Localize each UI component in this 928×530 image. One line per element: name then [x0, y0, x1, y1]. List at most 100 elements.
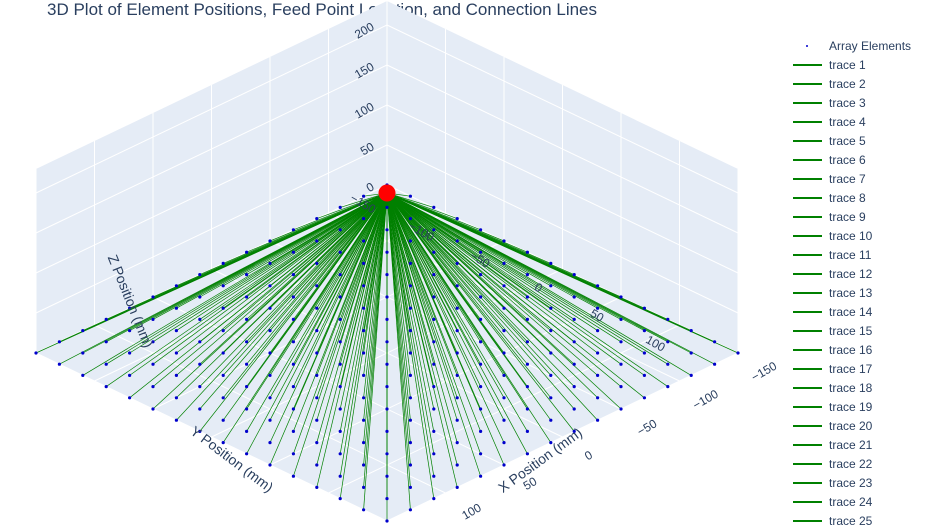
grid-line	[386, 104, 739, 274]
element-point	[362, 239, 366, 243]
connection-line	[293, 192, 388, 477]
element-point	[362, 508, 366, 512]
element-point	[642, 351, 647, 355]
legend-item[interactable]: trace 16	[790, 340, 928, 359]
legend-item[interactable]: trace 9	[790, 207, 928, 226]
element-point	[502, 418, 506, 422]
element-point	[479, 474, 483, 478]
legend-item[interactable]: trace 18	[790, 378, 928, 397]
connection-line	[386, 192, 668, 387]
element-point	[596, 418, 600, 422]
connection-line	[59, 192, 388, 365]
connection-line	[176, 192, 388, 331]
legend-item[interactable]: trace 13	[790, 283, 928, 302]
x-tick-label: −150	[749, 359, 780, 385]
element-point	[642, 373, 647, 377]
legend-item[interactable]: trace 23	[790, 473, 928, 492]
element-point	[666, 385, 670, 389]
element-point	[128, 373, 132, 377]
element-point	[245, 250, 249, 254]
element-point	[315, 441, 319, 445]
legend-item[interactable]: trace 8	[790, 188, 928, 207]
legend-label: trace 22	[829, 456, 873, 471]
plot-area[interactable]: −150−100−50050100−150−100−50050100050100…	[0, 0, 780, 525]
legend-item[interactable]: trace 6	[790, 150, 928, 169]
element-point	[525, 340, 530, 344]
connection-line	[339, 192, 388, 499]
connection-line	[269, 192, 388, 421]
connection-line	[386, 192, 505, 398]
legend-item[interactable]: trace 3	[790, 93, 928, 112]
legend-label: trace 14	[829, 304, 873, 319]
element-point	[408, 396, 412, 400]
element-point	[455, 329, 459, 333]
element-point	[104, 340, 108, 344]
connection-line	[222, 192, 388, 399]
legend-item[interactable]: trace 24	[790, 492, 928, 511]
element-point	[291, 228, 295, 232]
legend-item[interactable]: trace 5	[790, 131, 928, 150]
legend-swatch	[790, 230, 822, 242]
element-point	[479, 429, 483, 433]
connection-line	[129, 192, 388, 376]
connection-line	[293, 192, 388, 454]
connection-line	[386, 192, 552, 421]
legend-item[interactable]: trace 1	[790, 55, 928, 74]
legend-item[interactable]: trace 17	[790, 359, 928, 378]
element-point	[315, 261, 319, 265]
connection-line	[222, 192, 388, 421]
element-point	[221, 306, 225, 310]
legend-item[interactable]: trace 2	[790, 74, 928, 93]
chart-title: 3D Plot of Element Positions, Feed Point…	[47, 0, 598, 19]
element-point	[338, 340, 342, 344]
element-point	[245, 429, 249, 433]
element-point	[736, 351, 740, 355]
legend-label: trace 24	[829, 494, 873, 509]
element-point	[572, 429, 576, 433]
legend-item[interactable]: trace 12	[790, 264, 928, 283]
legend-item[interactable]: trace 4	[790, 112, 928, 131]
legend-swatch	[790, 477, 822, 489]
element-point	[525, 362, 530, 366]
legend-item[interactable]: trace 21	[790, 435, 928, 454]
element-point	[502, 261, 506, 265]
legend-item[interactable]: Array Elements	[790, 36, 928, 55]
legend-item[interactable]: trace 7	[790, 169, 928, 188]
element-point	[385, 407, 389, 411]
legend-item[interactable]: trace 20	[790, 416, 928, 435]
connection-line	[386, 192, 458, 421]
element-point	[338, 385, 342, 389]
legend-swatch	[790, 116, 822, 128]
element-point	[338, 250, 342, 254]
element-point	[713, 340, 717, 344]
connection-line	[246, 192, 388, 454]
legend-item[interactable]: trace 10	[790, 226, 928, 245]
element-point	[525, 250, 530, 254]
element-point	[572, 273, 576, 277]
legend-label: trace 20	[829, 418, 873, 433]
element-point	[174, 418, 178, 422]
legend-item[interactable]: trace 19	[790, 397, 928, 416]
element-point	[362, 194, 366, 198]
element-point	[151, 317, 155, 321]
element-point	[432, 250, 436, 254]
connection-line	[129, 192, 388, 354]
legend-item[interactable]: trace 22	[790, 454, 928, 473]
legend-item[interactable]: trace 11	[790, 245, 928, 264]
element-point	[385, 497, 389, 501]
element-point	[525, 295, 530, 299]
legend-item[interactable]: trace 14	[790, 302, 928, 321]
element-point	[432, 228, 436, 232]
legend[interactable]: Array Elements trace 1 trace 2 trace 3 trace…	[790, 36, 928, 530]
connection-line	[386, 192, 552, 443]
element-point	[245, 385, 249, 389]
connection-line	[199, 192, 388, 432]
legend-label: trace 21	[829, 437, 873, 452]
element-point	[151, 340, 155, 344]
element-point	[572, 362, 576, 366]
legend-item[interactable]: trace 15	[790, 321, 928, 340]
grid-line	[386, 24, 739, 194]
legend-label: trace 7	[829, 171, 866, 186]
legend-item[interactable]: trace 25	[790, 511, 928, 530]
connection-line	[386, 192, 411, 398]
